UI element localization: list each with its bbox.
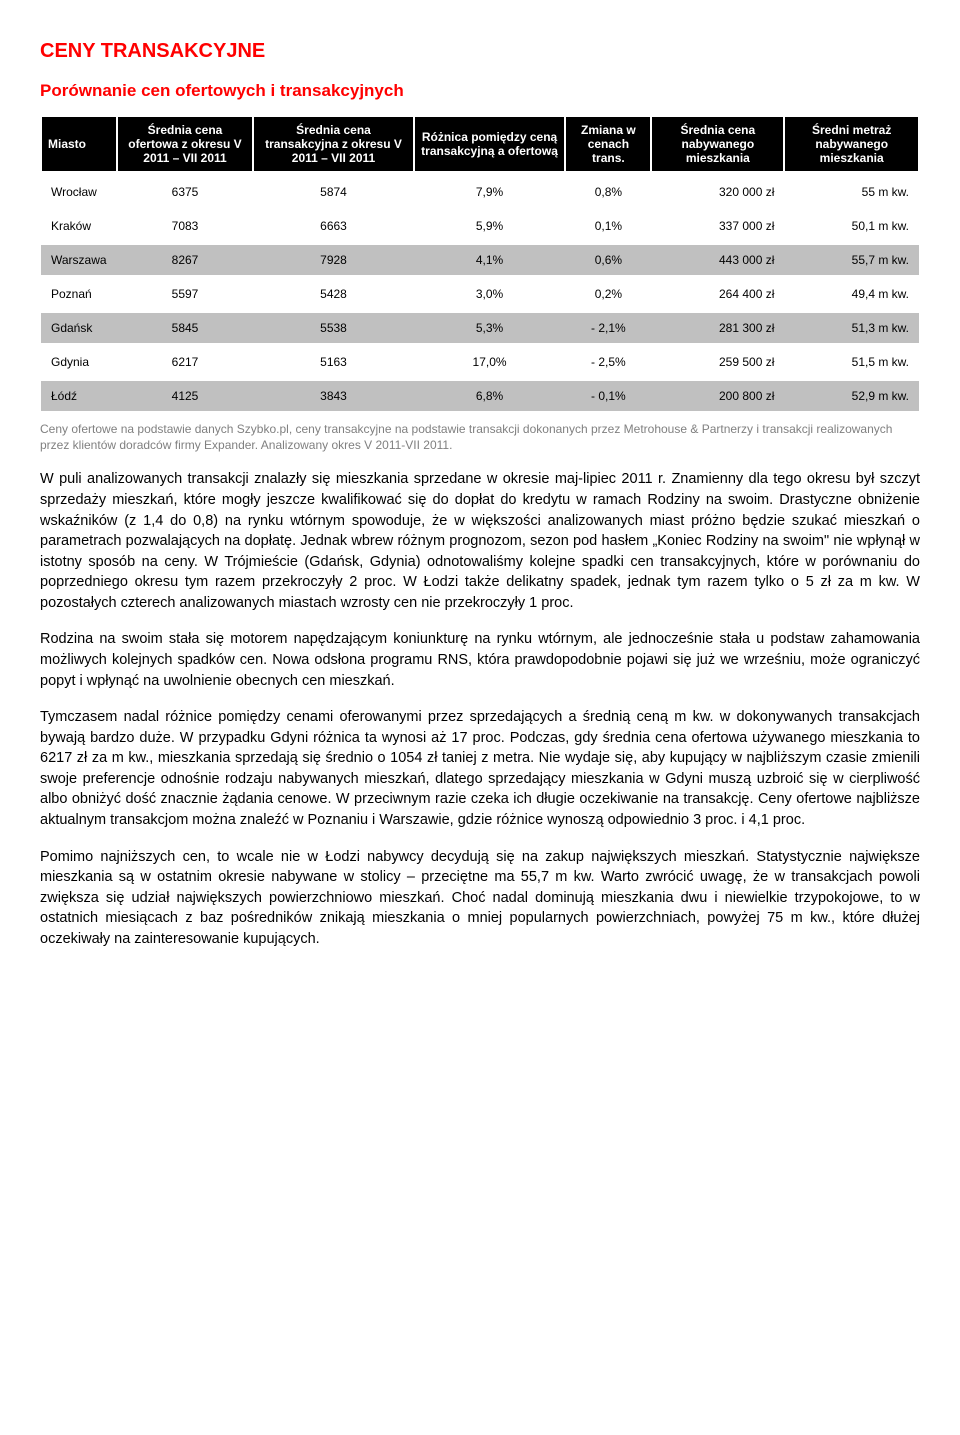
cell-avg-area: 52,9 m kw. [784, 381, 919, 411]
cell-avg-area: 51,5 m kw. [784, 347, 919, 377]
table-row: Kraków 7083 6663 5,9% 0,1% 337 000 zł 50… [41, 211, 919, 241]
page: CENY TRANSAKCYJNE Porównanie cen ofertow… [0, 0, 960, 990]
cell-trans: 6663 [253, 211, 413, 241]
cell-diff: 7,9% [414, 177, 566, 207]
cell-offer: 4125 [117, 381, 254, 411]
col-diff: Różnica pomiędzy ceną transakcyjną a ofe… [414, 116, 566, 172]
price-table: Miasto Średnia cena ofertowa z okresu V … [40, 115, 920, 411]
col-trans: Średnia cena transakcyjna z okresu V 201… [253, 116, 413, 172]
cell-avg-area: 55,7 m kw. [784, 245, 919, 275]
cell-city: Gdynia [41, 347, 117, 377]
cell-city: Gdańsk [41, 313, 117, 343]
cell-change: - 2,5% [565, 347, 651, 377]
table-header-row: Miasto Średnia cena ofertowa z okresu V … [41, 116, 919, 172]
cell-diff: 5,9% [414, 211, 566, 241]
cell-change: 0,8% [565, 177, 651, 207]
page-subtitle: Porównanie cen ofertowych i transakcyjny… [40, 81, 920, 101]
cell-offer: 5597 [117, 279, 254, 309]
cell-trans: 5163 [253, 347, 413, 377]
cell-avg-area: 49,4 m kw. [784, 279, 919, 309]
cell-trans: 5538 [253, 313, 413, 343]
table-row: Łódź 4125 3843 6,8% - 0,1% 200 800 zł 52… [41, 381, 919, 411]
cell-offer: 7083 [117, 211, 254, 241]
cell-change: - 2,1% [565, 313, 651, 343]
cell-avg-price: 337 000 zł [651, 211, 784, 241]
col-offer: Średnia cena ofertowa z okresu V 2011 – … [117, 116, 254, 172]
col-avg-area: Średni metraż nabywanego mieszkania [784, 116, 919, 172]
cell-offer: 5845 [117, 313, 254, 343]
cell-trans: 3843 [253, 381, 413, 411]
cell-avg-area: 55 m kw. [784, 177, 919, 207]
table-row: Gdynia 6217 5163 17,0% - 2,5% 259 500 zł… [41, 347, 919, 377]
cell-trans: 5874 [253, 177, 413, 207]
table-row: Poznań 5597 5428 3,0% 0,2% 264 400 zł 49… [41, 279, 919, 309]
body-paragraph: Tymczasem nadal różnice pomiędzy cenami … [40, 707, 920, 830]
cell-avg-price: 200 800 zł [651, 381, 784, 411]
body-paragraph: Rodzina na swoim stała się motorem napęd… [40, 629, 920, 691]
cell-avg-price: 259 500 zł [651, 347, 784, 377]
cell-city: Łódź [41, 381, 117, 411]
table-row: Gdańsk 5845 5538 5,3% - 2,1% 281 300 zł … [41, 313, 919, 343]
cell-trans: 5428 [253, 279, 413, 309]
cell-avg-area: 50,1 m kw. [784, 211, 919, 241]
cell-city: Poznań [41, 279, 117, 309]
col-change: Zmiana w cenach trans. [565, 116, 651, 172]
cell-avg-price: 443 000 zł [651, 245, 784, 275]
cell-avg-area: 51,3 m kw. [784, 313, 919, 343]
cell-offer: 6217 [117, 347, 254, 377]
cell-city: Warszawa [41, 245, 117, 275]
col-city: Miasto [41, 116, 117, 172]
cell-offer: 6375 [117, 177, 254, 207]
cell-change: 0,1% [565, 211, 651, 241]
cell-city: Kraków [41, 211, 117, 241]
cell-diff: 5,3% [414, 313, 566, 343]
cell-avg-price: 264 400 zł [651, 279, 784, 309]
cell-diff: 17,0% [414, 347, 566, 377]
body-paragraph: Pomimo najniższych cen, to wcale nie w Ł… [40, 847, 920, 950]
table-footnote: Ceny ofertowe na podstawie danych Szybko… [40, 421, 920, 453]
table-row: Warszawa 8267 7928 4,1% 0,6% 443 000 zł … [41, 245, 919, 275]
cell-avg-price: 281 300 zł [651, 313, 784, 343]
cell-offer: 8267 [117, 245, 254, 275]
table-body: Wrocław 6375 5874 7,9% 0,8% 320 000 zł 5… [41, 172, 919, 411]
cell-change: - 0,1% [565, 381, 651, 411]
cell-city: Wrocław [41, 177, 117, 207]
page-title: CENY TRANSAKCYJNE [40, 40, 920, 63]
cell-change: 0,6% [565, 245, 651, 275]
cell-diff: 3,0% [414, 279, 566, 309]
col-avg-price: Średnia cena nabywanego mieszkania [651, 116, 784, 172]
cell-change: 0,2% [565, 279, 651, 309]
cell-diff: 4,1% [414, 245, 566, 275]
body-paragraph: W puli analizowanych transakcji znalazły… [40, 469, 920, 613]
cell-trans: 7928 [253, 245, 413, 275]
table-row: Wrocław 6375 5874 7,9% 0,8% 320 000 zł 5… [41, 177, 919, 207]
cell-diff: 6,8% [414, 381, 566, 411]
cell-avg-price: 320 000 zł [651, 177, 784, 207]
